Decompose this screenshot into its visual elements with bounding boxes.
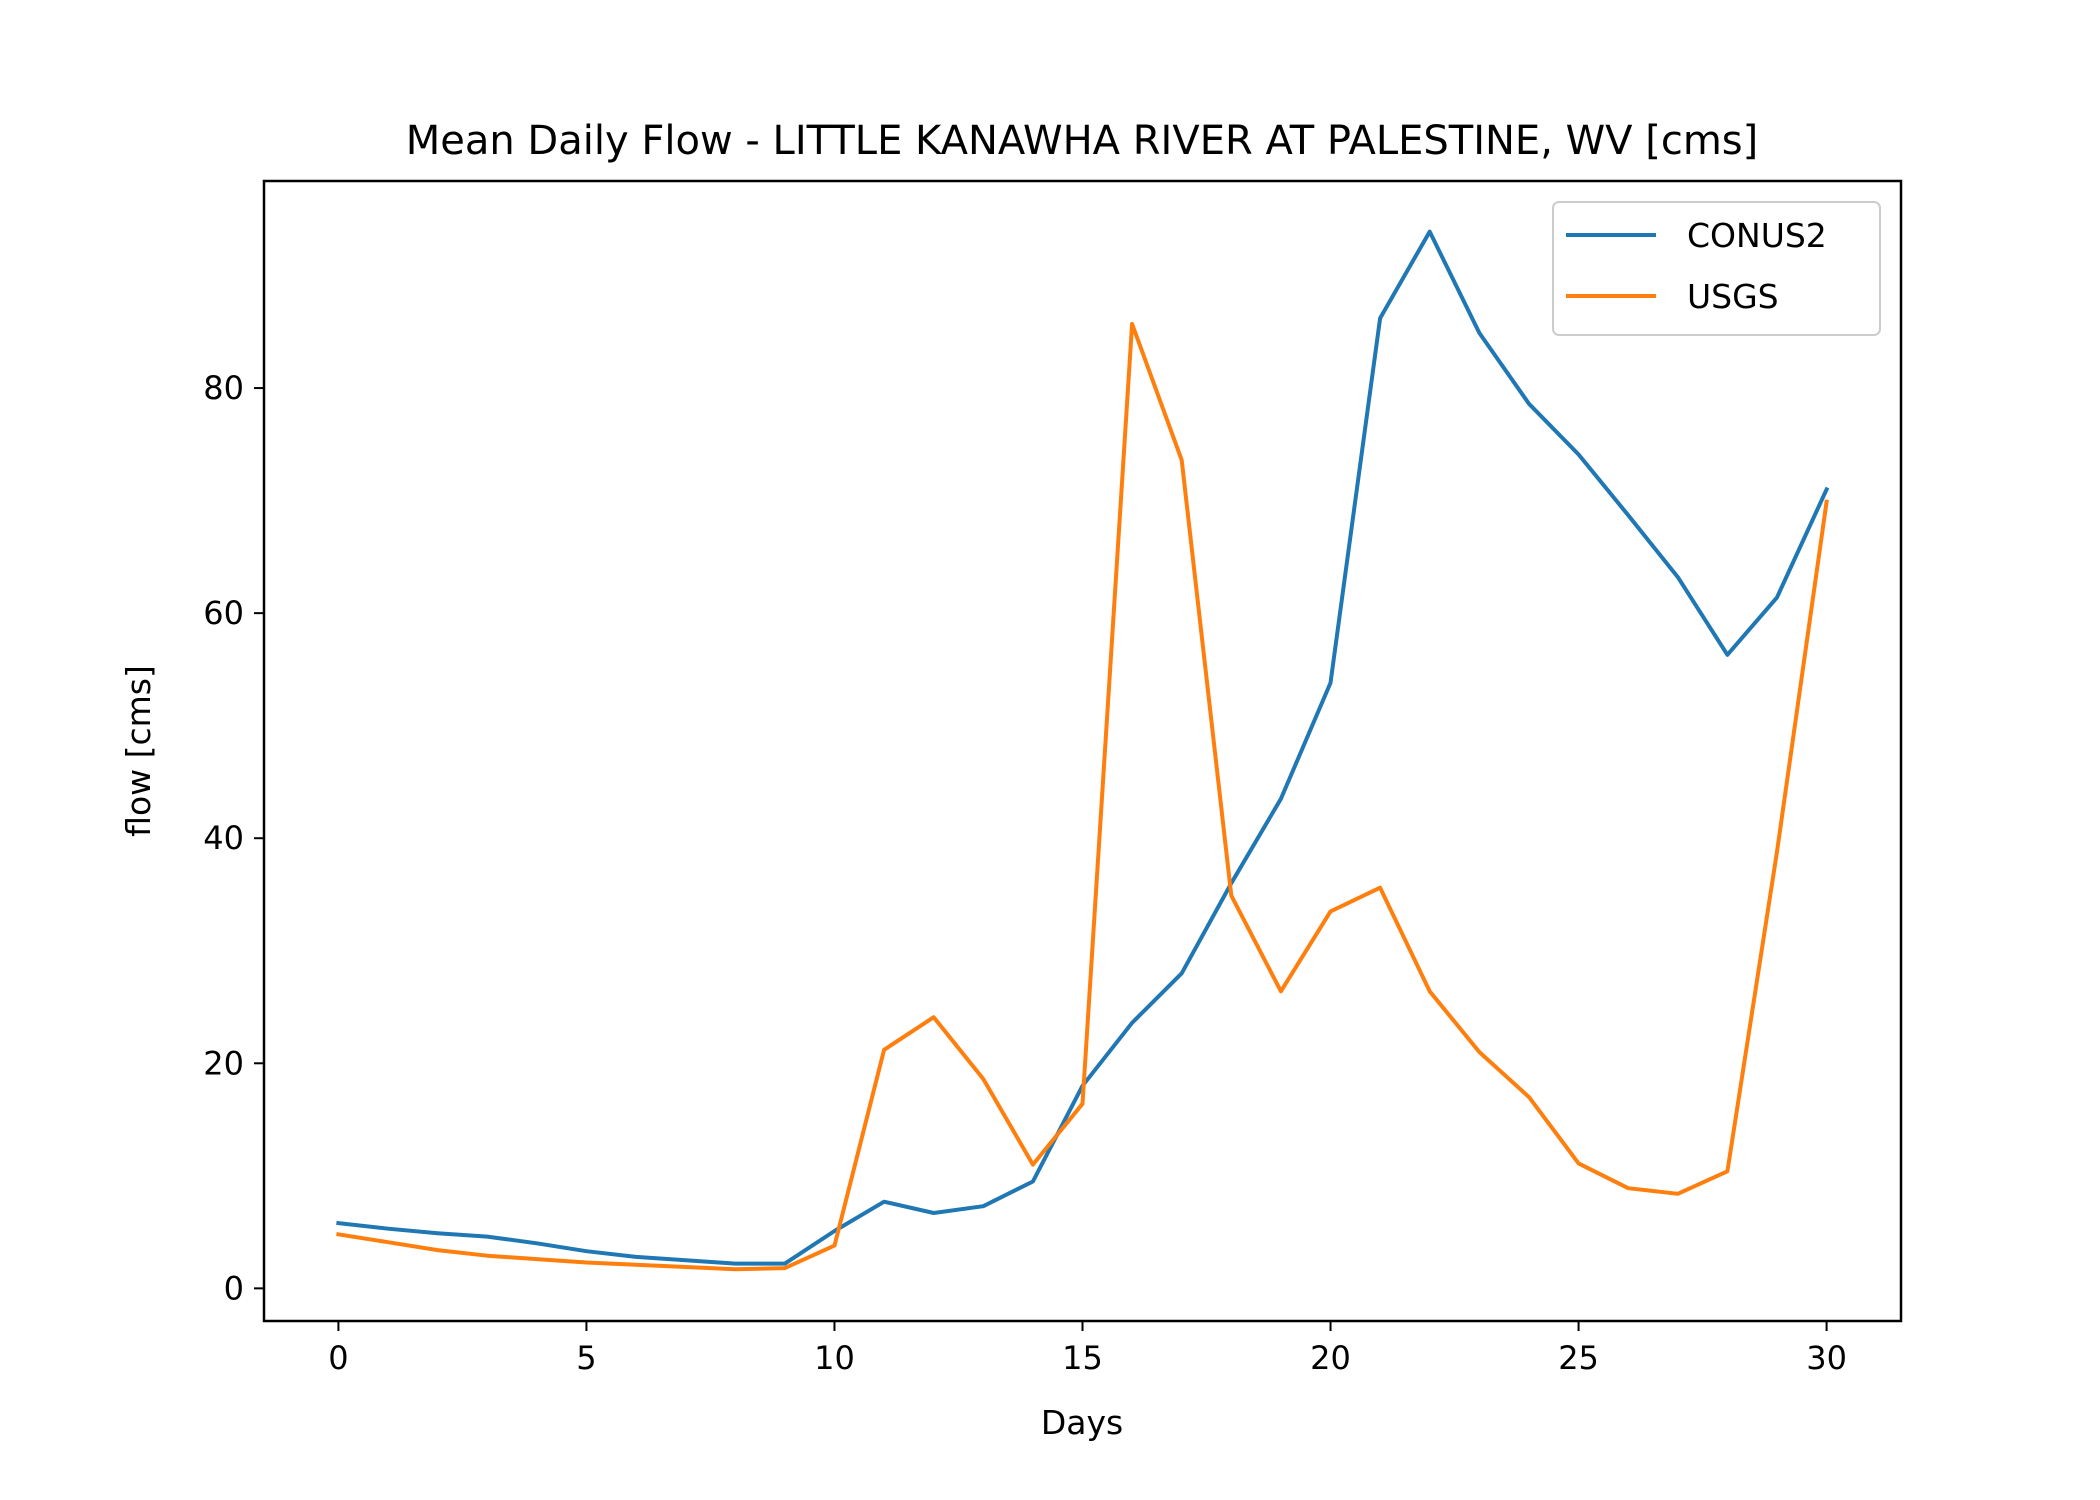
y-tick-label: 80 xyxy=(203,369,244,407)
series-line-conus2 xyxy=(336,229,1830,1266)
x-axis: 0 5 10 15 20 25 30 xyxy=(328,1321,1847,1377)
x-tick-label: 15 xyxy=(1062,1339,1103,1377)
x-tick-label: 30 xyxy=(1806,1339,1847,1377)
plot-lines xyxy=(336,229,1830,1272)
legend-label-conus2: CONUS2 xyxy=(1687,216,1827,255)
chart-title: Mean Daily Flow - LITTLE KANAWHA RIVER A… xyxy=(406,118,1759,164)
y-axis: 0 20 40 60 80 xyxy=(203,369,264,1307)
y-tick-label: 60 xyxy=(203,594,244,632)
x-tick-label: 20 xyxy=(1310,1339,1351,1377)
x-tick-label: 5 xyxy=(576,1339,596,1377)
y-axis-label: flow [cms] xyxy=(119,665,158,837)
x-tick-label: 25 xyxy=(1558,1339,1599,1377)
y-tick-label: 40 xyxy=(203,819,244,857)
x-tick-label: 10 xyxy=(814,1339,855,1377)
y-tick-label: 0 xyxy=(224,1269,244,1307)
x-axis-label: Days xyxy=(1041,1403,1123,1442)
legend-label-usgs: USGS xyxy=(1687,277,1779,316)
series-line-usgs xyxy=(336,321,1829,1272)
x-tick-label: 0 xyxy=(328,1339,348,1377)
plot-area-frame xyxy=(262,179,1903,1323)
y-tick-label: 20 xyxy=(203,1044,244,1082)
legend: CONUS2 USGS xyxy=(1552,201,1881,336)
